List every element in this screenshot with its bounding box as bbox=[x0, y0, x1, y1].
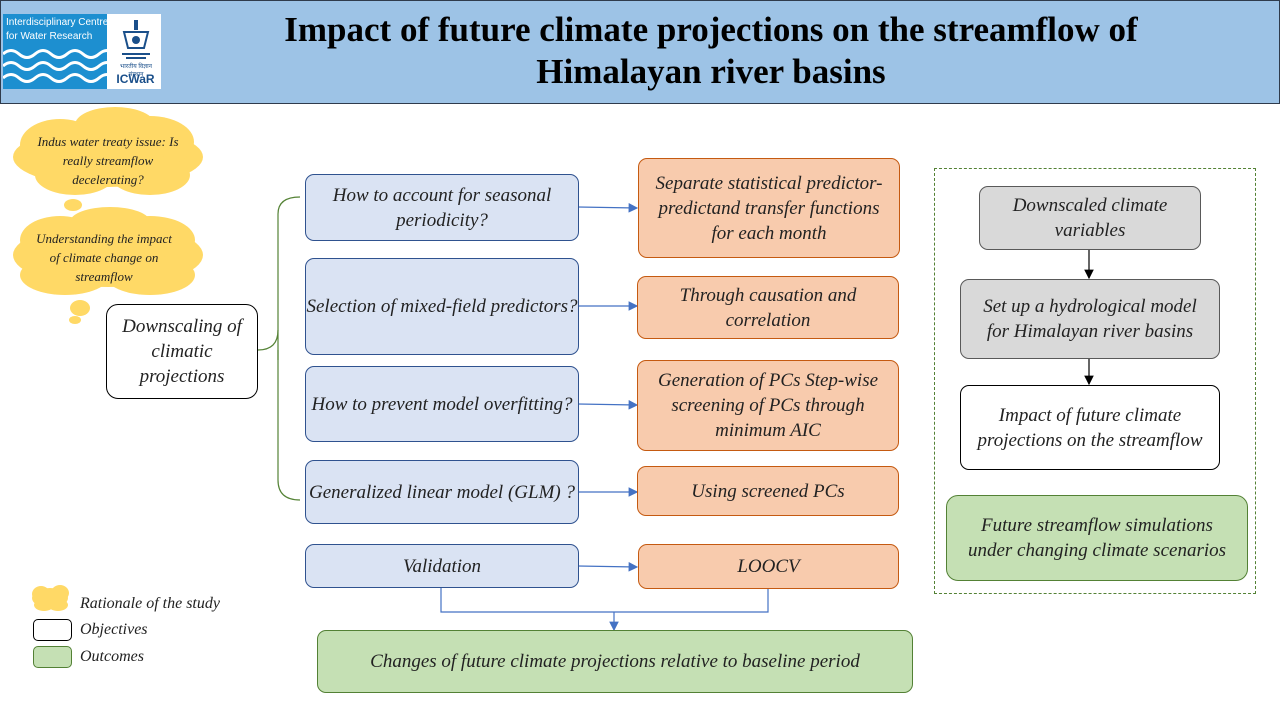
answer-box-screened-pcs: Using screened PCs bbox=[637, 466, 899, 516]
outcome-box-baseline: Changes of future climate projections re… bbox=[317, 630, 913, 693]
step-hydrological-model: Set up a hydrological model for Himalaya… bbox=[960, 279, 1220, 359]
streamflow-panel bbox=[934, 168, 1256, 594]
icwar-logo: Interdisciplinary Centre for Water Resea… bbox=[3, 14, 161, 89]
legend-rationale-label: Rationale of the study bbox=[80, 595, 220, 612]
legend-objectives-label: Objectives bbox=[80, 621, 148, 638]
answer-box-loocv: LOOCV bbox=[638, 544, 899, 589]
bracket-connector bbox=[257, 196, 301, 351]
answer-box-causation: Through causation and correlation bbox=[637, 276, 899, 339]
logo-abbrev: ICWaR bbox=[116, 72, 155, 86]
rationale-cloud-2: Understanding the impact of climate chan… bbox=[36, 231, 172, 284]
logo-text-line1: Interdisciplinary Centre bbox=[6, 17, 107, 28]
rationale-cloud-1: Indus water treaty issue: Is really stre… bbox=[37, 134, 179, 187]
arrow-icon bbox=[577, 562, 639, 572]
arrow-icon bbox=[577, 203, 639, 213]
answer-box-transfer-functions: Separate statistical predictor-predictan… bbox=[638, 158, 900, 258]
main-objective-box: Downscaling of climatic projections bbox=[106, 304, 258, 399]
question-box-validation: Validation bbox=[305, 544, 579, 588]
page-title: Impact of future climate projections on … bbox=[191, 9, 1231, 93]
legend-outcomes-label: Outcomes bbox=[80, 648, 144, 665]
legend-objectives-swatch bbox=[33, 619, 72, 641]
title-line-2: Himalayan river basins bbox=[536, 52, 886, 91]
waves-logo-icon: Interdisciplinary Centre for Water Resea… bbox=[3, 14, 107, 89]
thought-cloud-icon bbox=[13, 107, 203, 211]
legend-cloud-icon bbox=[32, 585, 69, 611]
legend-outcomes-swatch bbox=[33, 646, 72, 668]
question-box-glm: Generalized linear model (GLM) ? bbox=[305, 460, 579, 524]
question-box-overfitting: How to prevent model overfitting? bbox=[305, 366, 579, 442]
logo-text-line2: for Water Research bbox=[6, 31, 93, 42]
arrow-icon bbox=[577, 400, 639, 410]
outcome-box-streamflow-simulations: Future streamflow simulations under chan… bbox=[946, 495, 1248, 581]
thought-cloud-icon bbox=[13, 207, 203, 324]
question-box-seasonal: How to account for seasonal periodicity? bbox=[305, 174, 579, 241]
title-line-1: Impact of future climate projections on … bbox=[284, 10, 1138, 49]
logo-hindi-text: भारतीय विज्ञान संस्थान bbox=[120, 64, 152, 78]
step-impact-streamflow: Impact of future climate projections on … bbox=[960, 385, 1220, 470]
step-downscaled-variables: Downscaled climate variables bbox=[979, 186, 1201, 250]
emblem-logo-icon: भारतीय विज्ञान संस्थान ICWaR bbox=[110, 14, 161, 89]
question-box-predictors: Selection of mixed-field predictors? bbox=[305, 258, 579, 355]
answer-box-pcs: Generation of PCs Step-wise screening of… bbox=[637, 360, 899, 451]
header-bar: Interdisciplinary Centre for Water Resea… bbox=[0, 0, 1280, 104]
